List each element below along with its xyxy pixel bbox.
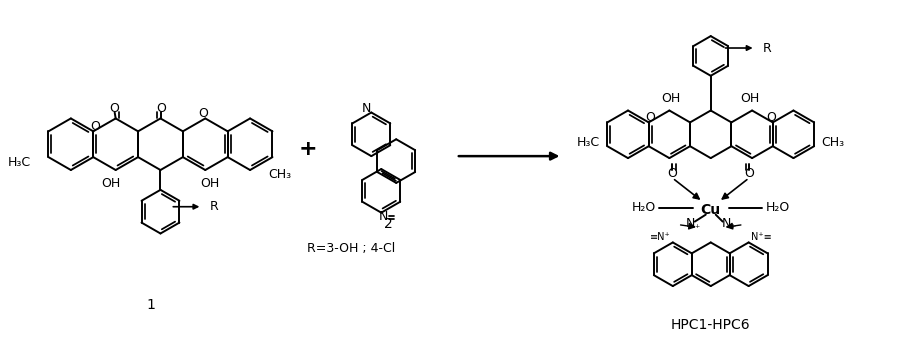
Text: N: N	[685, 217, 694, 230]
Text: ⁺: ⁺	[694, 224, 699, 234]
Text: O: O	[645, 111, 655, 124]
Text: H₂O: H₂O	[765, 201, 789, 214]
Text: N⁺≡: N⁺≡	[749, 233, 770, 243]
Text: H₃C: H₃C	[7, 155, 31, 169]
Text: N: N	[361, 102, 370, 115]
Text: N: N	[721, 217, 731, 230]
Text: O: O	[109, 102, 119, 115]
Text: O: O	[666, 168, 676, 181]
Text: CH₃: CH₃	[267, 169, 291, 182]
Text: CH₃: CH₃	[821, 136, 843, 149]
Text: Cu: Cu	[700, 203, 720, 217]
Text: 1: 1	[146, 298, 154, 312]
Text: OH: OH	[200, 178, 219, 190]
Text: R: R	[761, 42, 770, 54]
Text: 2: 2	[384, 217, 392, 230]
Text: N: N	[378, 210, 387, 223]
Text: H₂O: H₂O	[631, 201, 656, 214]
Text: O: O	[765, 111, 775, 124]
Text: O: O	[743, 168, 753, 181]
Text: +: +	[298, 139, 317, 159]
Text: ⁺: ⁺	[730, 224, 734, 234]
Text: R: R	[210, 200, 219, 213]
Text: O: O	[156, 102, 166, 115]
Text: H₃C: H₃C	[576, 136, 600, 149]
Text: O: O	[90, 120, 100, 133]
Text: HPC1-HPC6: HPC1-HPC6	[670, 318, 749, 332]
Text: OH: OH	[101, 178, 120, 190]
Text: O: O	[198, 107, 208, 120]
Text: OH: OH	[661, 92, 680, 105]
Text: ≡N⁺: ≡N⁺	[649, 233, 670, 243]
Text: OH: OH	[740, 92, 759, 105]
Text: R=3-OH ; 4-Cl: R=3-OH ; 4-Cl	[307, 242, 396, 255]
